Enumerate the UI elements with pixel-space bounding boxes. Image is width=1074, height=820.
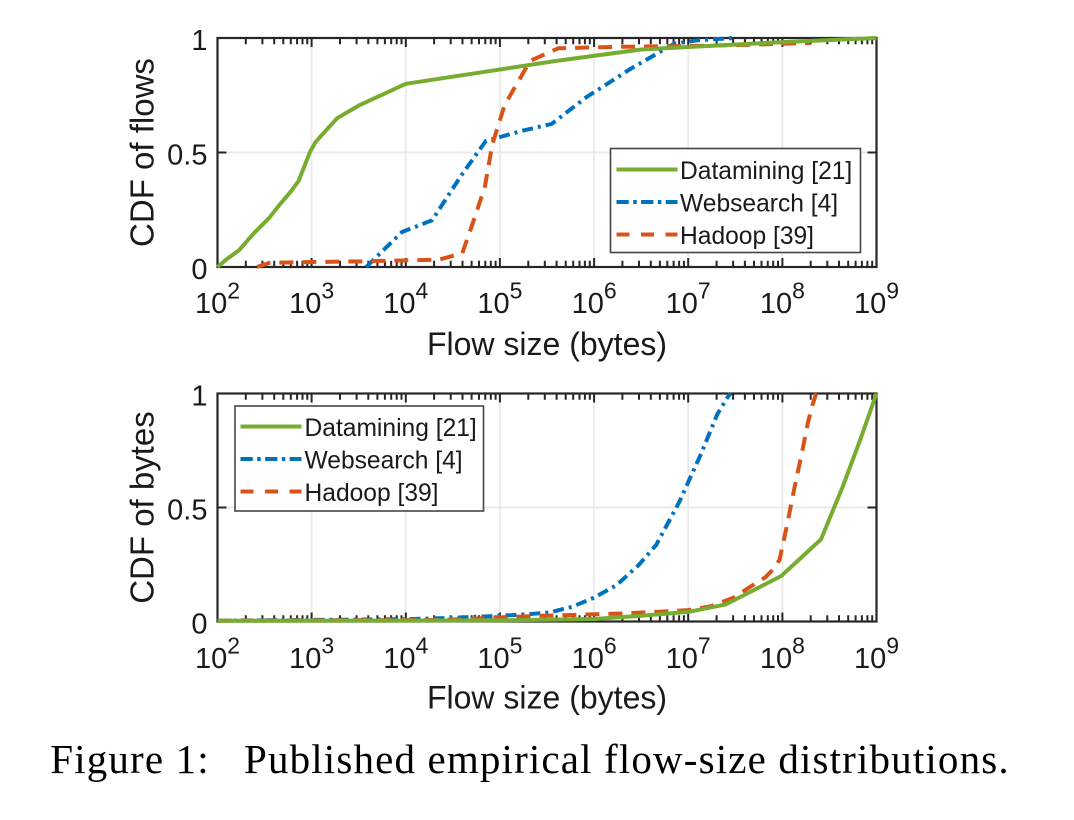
svg-text:Hadoop [39]: Hadoop [39] bbox=[305, 480, 439, 507]
svg-text:0.5: 0.5 bbox=[167, 494, 207, 526]
svg-text:0: 0 bbox=[191, 608, 207, 640]
svg-text:CDF of bytes: CDF of bytes bbox=[124, 411, 161, 604]
svg-text:CDF of flows: CDF of flows bbox=[124, 58, 161, 247]
svg-text:0.5: 0.5 bbox=[167, 139, 207, 171]
svg-text:0: 0 bbox=[191, 254, 207, 286]
svg-text:Flow size (bytes): Flow size (bytes) bbox=[427, 326, 667, 362]
svg-text:Datamining [21]: Datamining [21] bbox=[305, 415, 477, 442]
svg-text:Hadoop [39]: Hadoop [39] bbox=[680, 223, 814, 250]
svg-text:Websearch [4]: Websearch [4] bbox=[305, 448, 463, 475]
svg-text:1: 1 bbox=[191, 380, 207, 412]
svg-text:Flow size (bytes): Flow size (bytes) bbox=[427, 679, 667, 715]
svg-text:1: 1 bbox=[191, 25, 207, 57]
svg-text:Datamining [21]: Datamining [21] bbox=[680, 158, 852, 185]
svg-text:Figure 1: Published empirica: Figure 1: Published empirical flow-size … bbox=[50, 736, 1009, 782]
svg-text:Websearch [4]: Websearch [4] bbox=[680, 191, 838, 218]
